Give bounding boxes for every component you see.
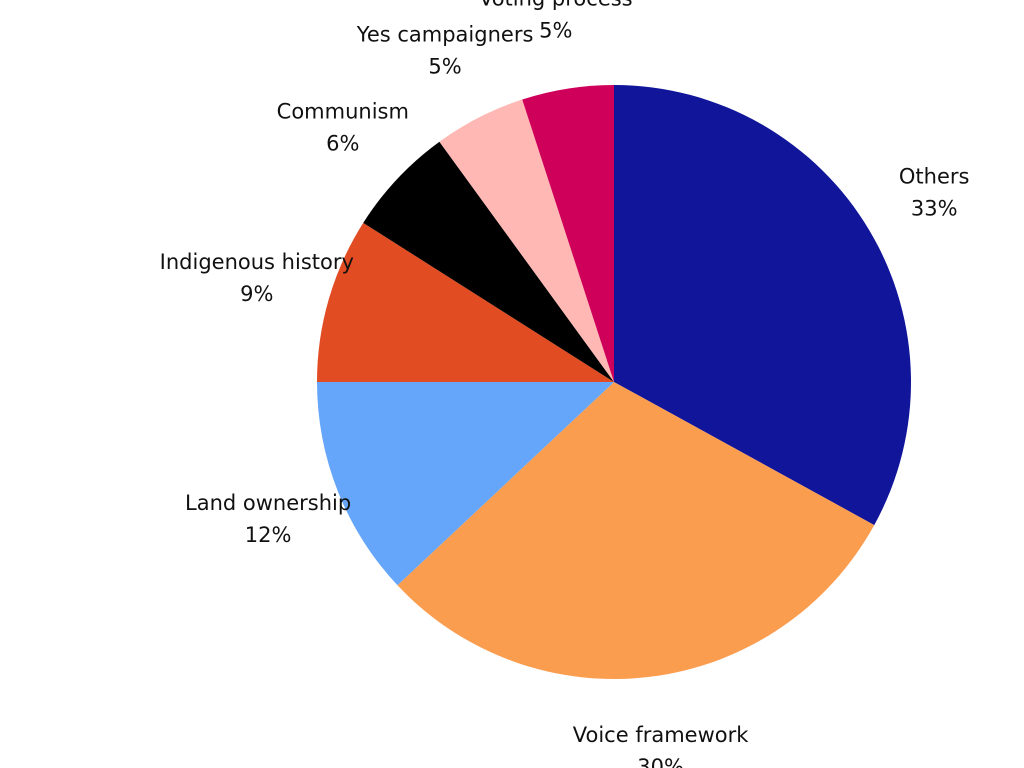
slice-label-voting-process: Voting process 5% [479, 0, 633, 43]
pie-slice-voting-process [522, 85, 614, 382]
slice-category-label: Indigenous history [160, 250, 354, 274]
slice-value-label: 30% [637, 755, 684, 768]
slice-label-voice-framework: Voice framework 30% [573, 723, 749, 768]
slice-category-label: Voting process [479, 0, 633, 11]
pie-slice-yes-campaigners [439, 99, 614, 382]
pie-labels: Others 33% Voice framework 30% Land ownershi… [160, 0, 970, 768]
slice-label-others: Others 33% [899, 165, 970, 221]
pie-slice-others [614, 85, 911, 526]
pie-slice-land-ownership [317, 382, 614, 586]
slice-value-label: 33% [911, 197, 958, 221]
slice-label-communism: Communism 6% [277, 99, 409, 155]
slice-category-label: Voice framework [573, 723, 749, 747]
slice-category-label: Others [899, 165, 970, 189]
slice-value-label: 5% [428, 55, 461, 79]
slice-value-label: 9% [240, 282, 273, 306]
slice-label-land-ownership: Land ownership 12% [185, 491, 351, 547]
slice-category-label: Land ownership [185, 491, 351, 515]
slice-category-label: Yes campaigners [356, 23, 534, 47]
pie-slice-indigenous-history [317, 222, 614, 382]
slice-value-label: 5% [539, 19, 572, 43]
slice-label-yes-campaigners: Yes campaigners 5% [356, 23, 534, 79]
slice-value-label: 12% [245, 523, 292, 547]
slice-value-label: 6% [326, 131, 359, 155]
pie-slice-voice-framework [397, 382, 875, 679]
pie-slice-communism [363, 141, 614, 382]
pie-slices [317, 85, 911, 679]
slice-category-label: Communism [277, 99, 409, 123]
slice-label-indigenous-history: Indigenous history 9% [160, 250, 354, 306]
